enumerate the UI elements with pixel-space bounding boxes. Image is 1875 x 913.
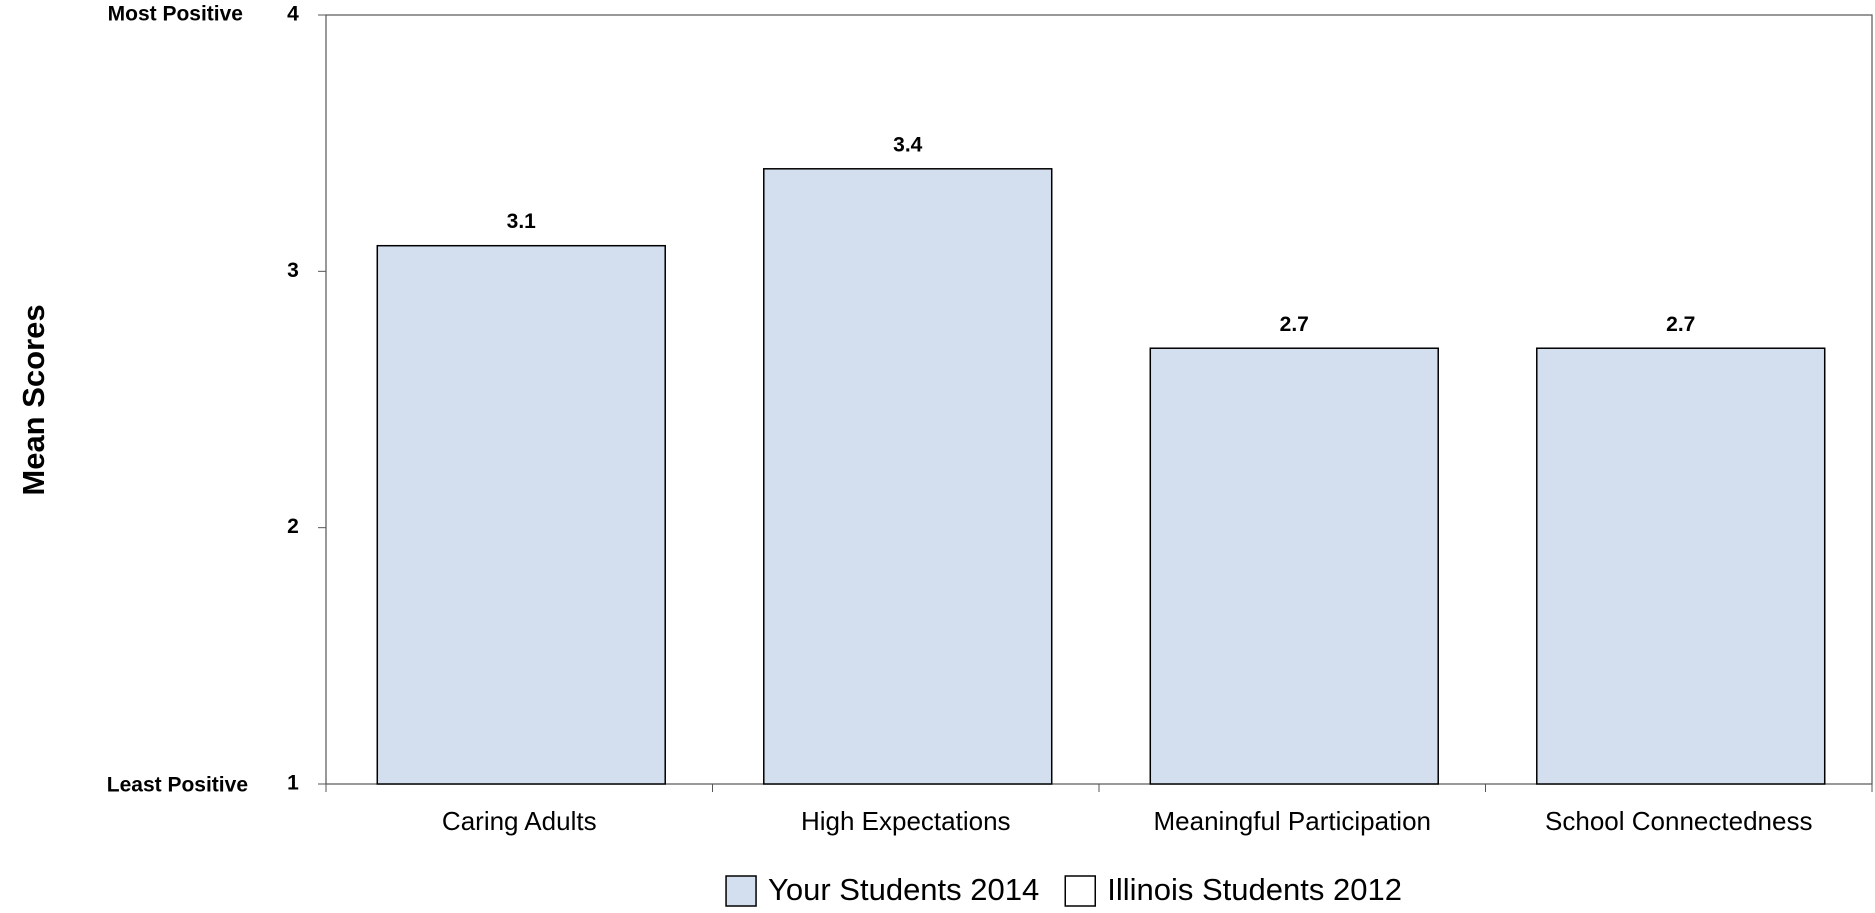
legend-label: Your Students 2014 (768, 872, 1039, 907)
legend-label: Illinois Students 2012 (1107, 872, 1402, 907)
annotation: Most Positive (108, 3, 243, 26)
x-tick-label: Caring Adults (442, 806, 597, 836)
y-axis-title: Mean Scores (16, 304, 51, 495)
bar (1536, 347, 1826, 785)
x-tick-label: School Connectedness (1545, 806, 1812, 836)
data-label: 3.4 (893, 133, 923, 156)
y-tick-label: 2 (287, 515, 299, 538)
data-label: 2.7 (1280, 313, 1309, 336)
annotation: Least Positive (107, 774, 248, 797)
data-label: 3.1 (507, 210, 537, 233)
bar (763, 168, 1053, 785)
legend-swatch (1064, 875, 1096, 907)
legend-swatch (725, 875, 757, 907)
y-tick-label: 1 (287, 772, 299, 795)
data-label: 2.7 (1666, 313, 1695, 336)
x-tick-label: High Expectations (801, 806, 1011, 836)
bar (376, 244, 666, 785)
x-tick-label: Meaningful Participation (1154, 806, 1432, 836)
y-tick-label: 3 (287, 259, 299, 282)
y-tick-label: 4 (287, 3, 299, 26)
bar (1149, 347, 1439, 785)
